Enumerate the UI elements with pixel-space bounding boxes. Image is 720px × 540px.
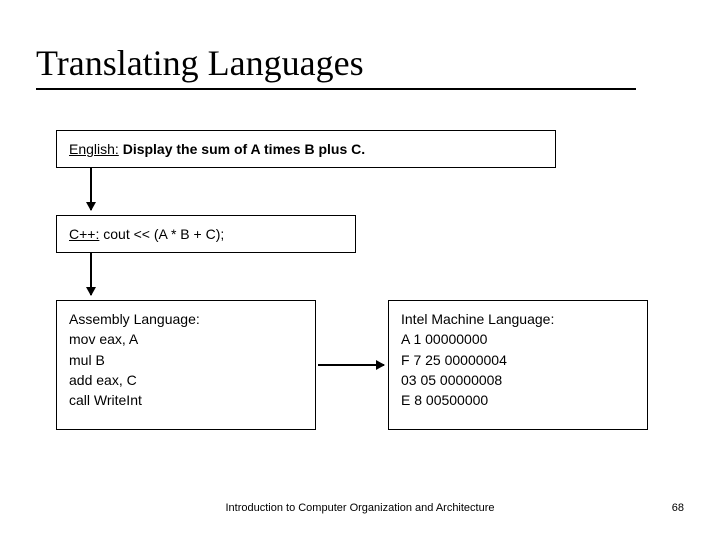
english-label: English: [69, 141, 119, 157]
box-machine-language: Intel Machine Language: A 1 00000000 F 7… [388, 300, 648, 430]
asm-line: mul B [69, 350, 303, 370]
box-cpp: C++: cout << (A * B + C); [56, 215, 356, 253]
asm-line: call WriteInt [69, 390, 303, 410]
box-english: English: Display the sum of A times B pl… [56, 130, 556, 168]
machine-label: Intel Machine Language: [401, 309, 635, 329]
machine-line: F 7 25 00000004 [401, 350, 635, 370]
cpp-text: cout << (A * B + C); [99, 226, 224, 242]
arrow-down-icon [90, 168, 92, 210]
page-number: 68 [672, 502, 684, 514]
footer-text: Introduction to Computer Organization an… [0, 502, 720, 514]
slide-title: Translating Languages [36, 42, 364, 84]
arrow-right-icon [318, 364, 384, 366]
box-assembly: Assembly Language: mov eax, A mul B add … [56, 300, 316, 430]
arrow-down-icon [90, 253, 92, 295]
asm-line: mov eax, A [69, 329, 303, 349]
machine-line: 03 05 00000008 [401, 370, 635, 390]
asm-label: Assembly Language: [69, 309, 303, 329]
machine-line: A 1 00000000 [401, 329, 635, 349]
cpp-label: C++: [69, 226, 99, 242]
english-text: Display the sum of A times B plus C. [119, 141, 365, 157]
asm-line: add eax, C [69, 370, 303, 390]
machine-line: E 8 00500000 [401, 390, 635, 410]
title-underline [36, 88, 636, 90]
